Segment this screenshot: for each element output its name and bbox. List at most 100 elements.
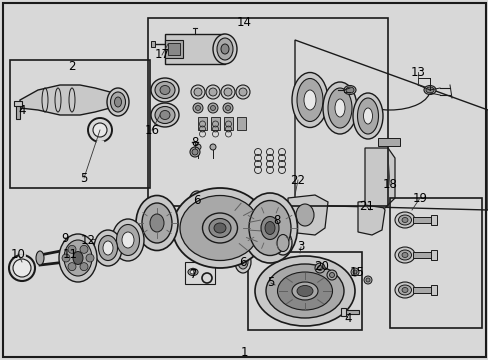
Bar <box>14 101 22 106</box>
Ellipse shape <box>398 285 411 295</box>
Ellipse shape <box>394 247 414 263</box>
Bar <box>377 138 399 146</box>
Ellipse shape <box>277 272 332 310</box>
Bar <box>10 60 150 188</box>
Circle shape <box>80 263 88 271</box>
Polygon shape <box>20 85 120 115</box>
Text: 19: 19 <box>412 192 427 204</box>
Ellipse shape <box>423 85 435 94</box>
Ellipse shape <box>394 212 414 228</box>
Ellipse shape <box>261 216 279 239</box>
Ellipse shape <box>103 241 113 255</box>
Bar <box>237 117 245 130</box>
Ellipse shape <box>150 214 163 232</box>
Ellipse shape <box>214 223 225 233</box>
Circle shape <box>239 88 246 96</box>
Circle shape <box>350 268 358 276</box>
Circle shape <box>86 254 94 262</box>
Ellipse shape <box>394 282 414 298</box>
Bar <box>164 40 183 58</box>
Bar <box>430 215 436 225</box>
Ellipse shape <box>110 92 125 112</box>
Ellipse shape <box>122 232 134 248</box>
Ellipse shape <box>304 90 315 110</box>
Circle shape <box>317 266 322 270</box>
Ellipse shape <box>73 252 83 265</box>
Circle shape <box>329 273 334 278</box>
Circle shape <box>205 85 220 99</box>
Circle shape <box>221 85 235 99</box>
Ellipse shape <box>221 44 228 54</box>
Ellipse shape <box>213 34 237 64</box>
Bar <box>198 117 206 130</box>
Ellipse shape <box>291 72 327 127</box>
Ellipse shape <box>327 88 351 128</box>
Text: 11: 11 <box>62 248 77 261</box>
Bar <box>148 18 387 206</box>
Bar <box>184 262 215 284</box>
Circle shape <box>225 105 230 111</box>
Bar <box>389 198 481 328</box>
Text: 4: 4 <box>18 104 26 117</box>
Bar <box>430 285 436 295</box>
Ellipse shape <box>398 215 411 225</box>
Text: 15: 15 <box>349 266 364 279</box>
Ellipse shape <box>346 87 353 93</box>
Ellipse shape <box>235 251 250 273</box>
Text: 5: 5 <box>80 171 87 184</box>
Bar <box>247 252 361 330</box>
Polygon shape <box>287 195 327 235</box>
Ellipse shape <box>114 97 121 107</box>
Text: 3: 3 <box>297 240 304 253</box>
Ellipse shape <box>334 99 345 117</box>
Ellipse shape <box>296 78 323 122</box>
Ellipse shape <box>296 285 312 297</box>
Circle shape <box>210 105 215 111</box>
Circle shape <box>195 144 201 150</box>
Circle shape <box>62 254 70 262</box>
Ellipse shape <box>401 217 407 222</box>
Bar <box>412 252 432 258</box>
Text: 21: 21 <box>359 201 374 213</box>
Circle shape <box>207 103 218 113</box>
Bar <box>16 103 20 119</box>
Text: 1: 1 <box>240 346 247 359</box>
Circle shape <box>224 88 231 96</box>
Bar <box>224 117 232 130</box>
Ellipse shape <box>94 230 122 266</box>
Ellipse shape <box>208 219 230 238</box>
Text: 4: 4 <box>344 311 351 324</box>
Ellipse shape <box>187 269 198 275</box>
Circle shape <box>365 278 369 282</box>
Circle shape <box>352 270 356 274</box>
Circle shape <box>68 245 76 253</box>
Ellipse shape <box>269 223 284 241</box>
Circle shape <box>93 123 107 137</box>
Ellipse shape <box>398 250 411 260</box>
Circle shape <box>190 147 200 157</box>
Ellipse shape <box>217 38 232 60</box>
Bar <box>342 310 358 314</box>
Text: 18: 18 <box>382 179 397 192</box>
Circle shape <box>194 88 202 96</box>
Text: 5: 5 <box>267 276 274 289</box>
Ellipse shape <box>425 87 433 93</box>
Text: 2: 2 <box>68 60 76 73</box>
Ellipse shape <box>265 264 343 318</box>
Bar <box>430 250 436 260</box>
Ellipse shape <box>189 191 204 213</box>
Circle shape <box>193 103 203 113</box>
Circle shape <box>363 276 371 284</box>
Circle shape <box>209 144 216 150</box>
Ellipse shape <box>190 270 196 274</box>
Ellipse shape <box>242 193 297 263</box>
Circle shape <box>191 85 204 99</box>
Text: 20: 20 <box>314 261 329 274</box>
Ellipse shape <box>276 234 288 252</box>
Ellipse shape <box>202 213 237 243</box>
Ellipse shape <box>363 108 372 124</box>
Text: 22: 22 <box>290 174 305 186</box>
Circle shape <box>68 263 76 271</box>
Ellipse shape <box>112 219 143 261</box>
Bar <box>412 287 432 293</box>
